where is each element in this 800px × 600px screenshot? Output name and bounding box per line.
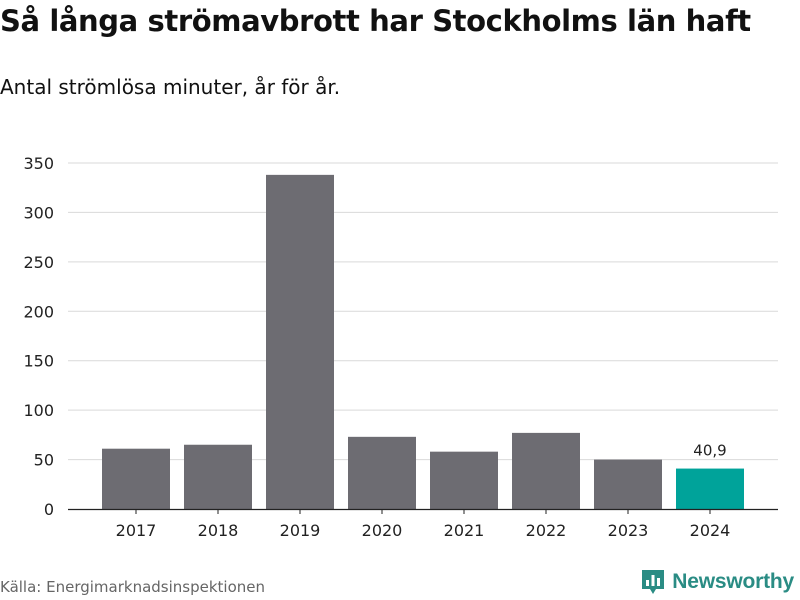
x-tick-label: 2022 — [526, 521, 567, 540]
bar-2018 — [184, 444, 252, 509]
bar-2023 — [594, 459, 662, 509]
y-axis-ticks: 0 50 100 150 200 250 300 350 — [23, 154, 54, 519]
bar-2021 — [430, 451, 498, 509]
data-label: 40,9 — [693, 442, 726, 460]
x-tick-label: 2018 — [198, 521, 239, 540]
y-tick-label: 350 — [23, 154, 54, 173]
data-labels: 40,9 — [693, 442, 726, 460]
x-tick-label: 2024 — [690, 521, 731, 540]
bar-2024 — [676, 468, 744, 509]
brand-logo: Newsworthy — [640, 568, 794, 596]
y-tick-label: 150 — [23, 352, 54, 371]
x-tick-label: 2023 — [608, 521, 649, 540]
bar-2022 — [512, 432, 580, 509]
source-note: Källa: Energimarknadsinspektionen — [0, 578, 266, 596]
bar-chart-logo-icon — [642, 570, 665, 594]
y-tick-label: 0 — [44, 500, 54, 519]
bar-2017 — [102, 448, 170, 509]
y-tick-label: 300 — [23, 203, 54, 222]
x-tick-label: 2021 — [444, 521, 485, 540]
x-tick-label: 2019 — [280, 521, 321, 540]
bars — [102, 174, 744, 509]
y-tick-label: 50 — [34, 451, 54, 470]
chart-subtitle: Antal strömlösa minuter, år för år. — [0, 75, 341, 99]
bar-2020 — [348, 436, 416, 509]
gridlines — [68, 162, 778, 461]
y-tick-label: 250 — [23, 253, 54, 272]
y-tick-label: 100 — [23, 401, 54, 420]
x-tick-label: 2017 — [116, 521, 157, 540]
chart-title: Så långa strömavbrott har Stockholms län… — [0, 4, 751, 38]
y-tick-label: 200 — [23, 302, 54, 321]
x-axis-ticks: 2017 2018 2019 2020 2021 2022 2023 2024 — [116, 509, 731, 540]
brand-name: Newsworthy — [672, 570, 794, 593]
bar-2019 — [266, 174, 334, 509]
x-tick-label: 2020 — [362, 521, 403, 540]
